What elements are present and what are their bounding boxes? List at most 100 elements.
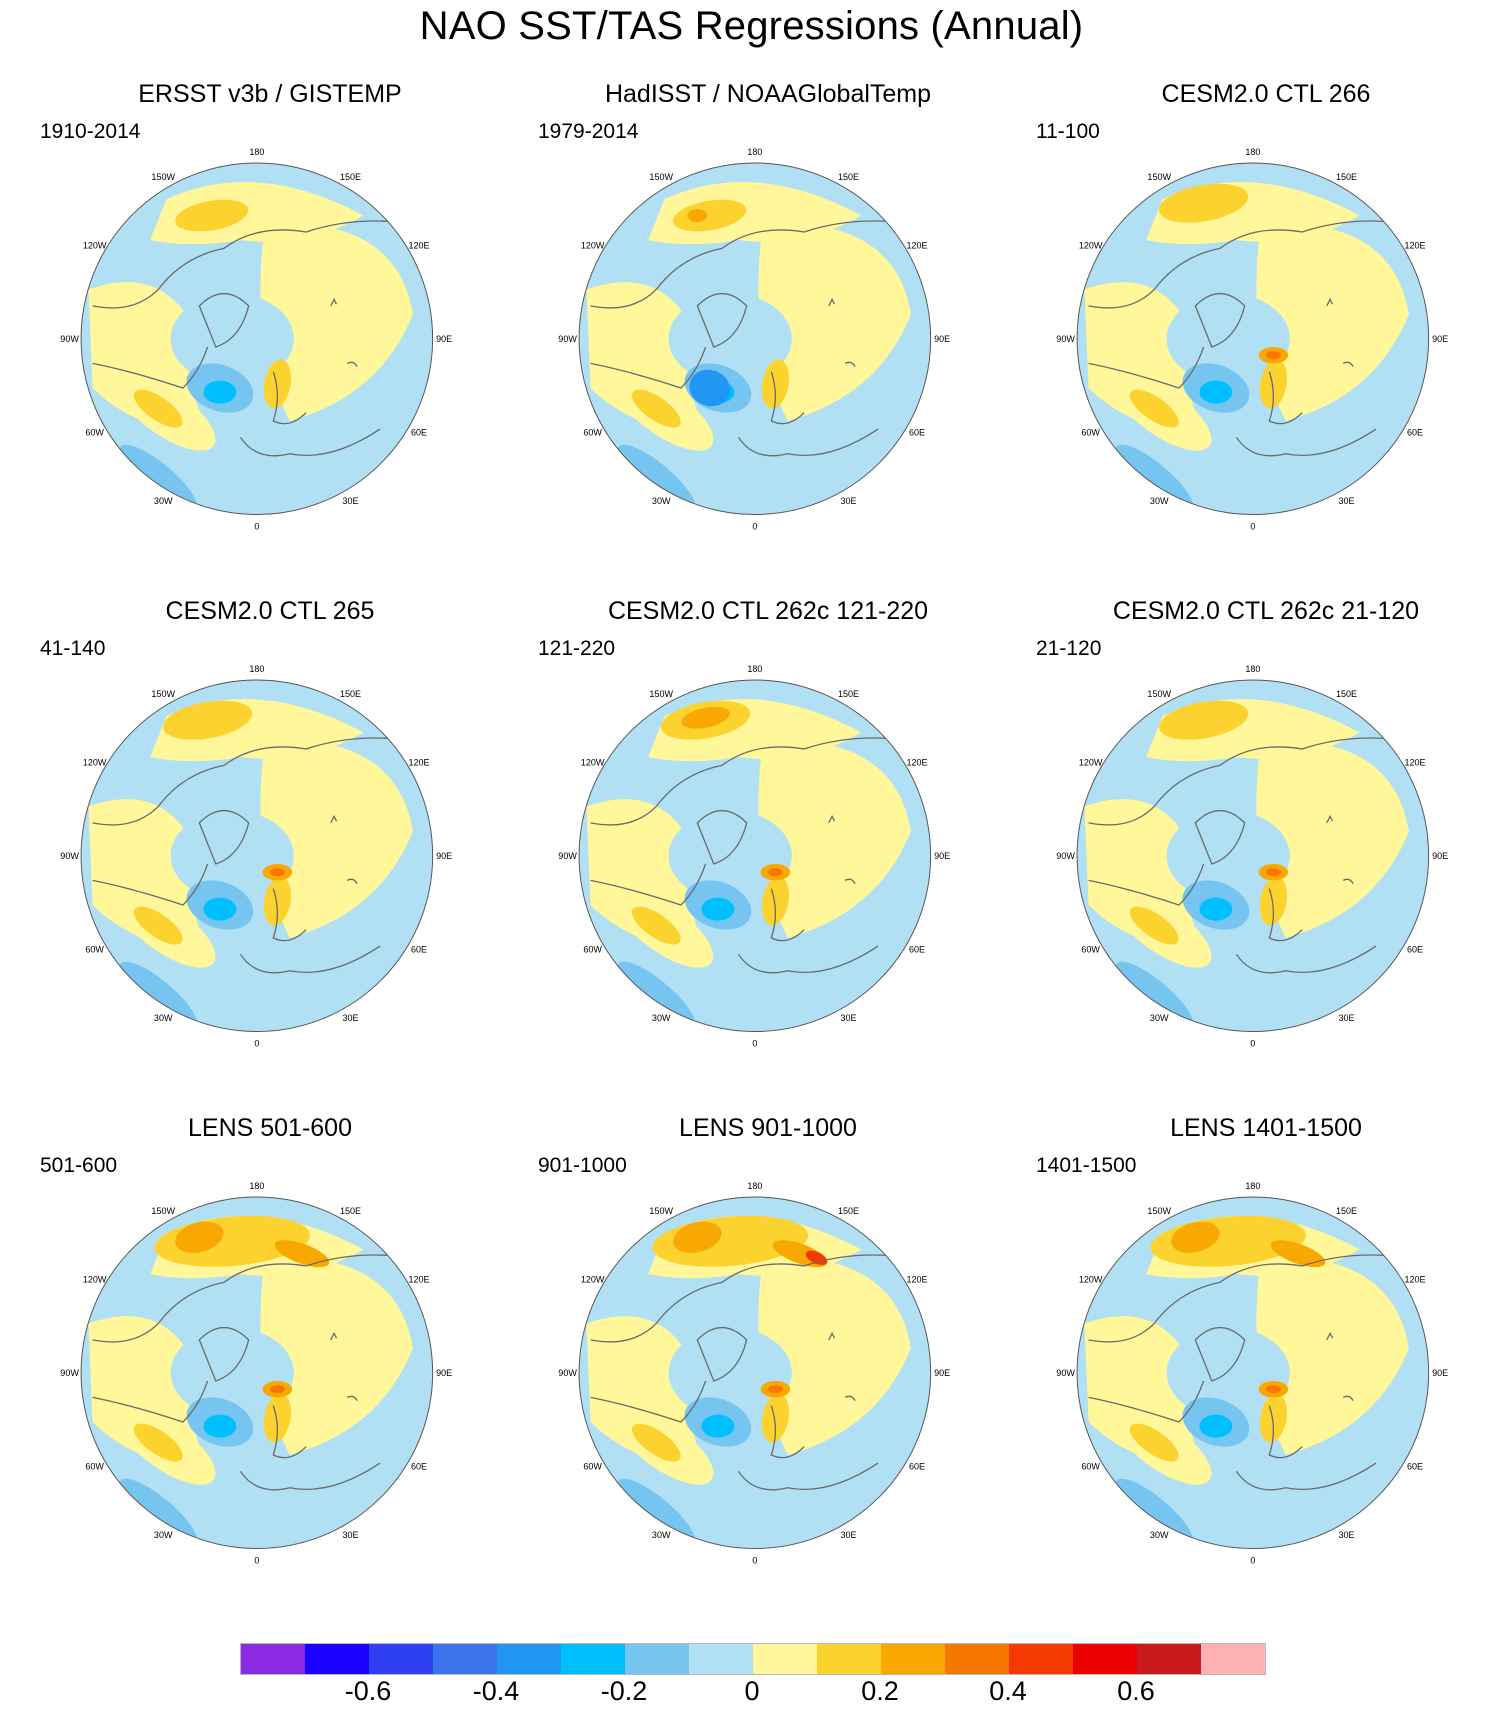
polar-map: 180 0 150W 150E 120W 120E 90W 90E 60W 60E 30W 30E	[558, 1181, 950, 1566]
longitude-label: 0	[752, 1555, 757, 1565]
longitude-label: 60W	[1081, 1462, 1100, 1472]
colorbar-swatch	[625, 1644, 689, 1674]
panel-title: LENS 501-600	[187, 1114, 352, 1142]
longitude-label: 120E	[907, 1274, 928, 1284]
temperature-regression-field	[1077, 679, 1429, 1032]
longitude-label: 90W	[1056, 851, 1075, 861]
panel-period: 11-100	[1036, 120, 1100, 143]
longitude-label: 30E	[840, 496, 856, 506]
longitude-label: 30W	[652, 496, 671, 506]
temperature-regression-field	[81, 679, 433, 1032]
panel-title: CESM2.0 CTL 266	[1161, 80, 1371, 108]
longitude-label: 150E	[1336, 172, 1357, 182]
longitude-label: 60W	[1081, 428, 1100, 438]
longitude-label: 30E	[342, 496, 358, 506]
longitude-label: 150E	[340, 1206, 361, 1216]
polar-map: 180 0 150W 150E 120W 120E 90W 90E 60W 60E 30W 30E	[1056, 147, 1448, 532]
longitude-label: 180	[747, 147, 762, 157]
longitude-label: 90E	[934, 334, 950, 344]
longitude-label: 30W	[652, 1530, 671, 1540]
panel-title: CESM2.0 CTL 265	[165, 597, 375, 625]
longitude-label: 150W	[151, 689, 175, 699]
longitude-label: 60W	[583, 945, 602, 955]
longitude-label: 30E	[840, 1013, 856, 1023]
longitude-label: 120W	[1079, 757, 1103, 767]
longitude-label: 60W	[583, 1462, 602, 1472]
map-panel: CESM2.0 CTL 262c 21-120 21-120 180 0 150W 150…	[1036, 597, 1496, 1057]
panel-title: CESM2.0 CTL 262c 121-220	[607, 597, 929, 625]
longitude-label: 30W	[154, 1013, 173, 1023]
longitude-label: 90E	[436, 851, 452, 861]
longitude-label: 30E	[1338, 1013, 1354, 1023]
longitude-label: 60W	[1081, 945, 1100, 955]
colorbar-tick-label: 0.6	[1117, 1676, 1155, 1706]
map-panel: HadISST / NOAAGlobalTemp 1979-2014 180 0 150…	[538, 80, 998, 540]
polar-map: 180 0 150W 150E 120W 120E 90W 90E 60W 60E 30W 30E	[1056, 664, 1448, 1049]
colorbar-swatch	[497, 1644, 561, 1674]
longitude-label: 60E	[411, 945, 427, 955]
longitude-label: 90E	[1432, 851, 1448, 861]
colorbar-swatch	[1137, 1644, 1201, 1674]
longitude-label: 120W	[83, 1274, 107, 1284]
panel-period: 1910-2014	[40, 120, 141, 143]
longitude-label: 90W	[558, 1368, 577, 1378]
longitude-label: 30E	[1338, 496, 1354, 506]
map-panel: LENS 901-1000 901-1000 180 0 150W 150E 120W 120…	[538, 1114, 998, 1574]
longitude-label: 120E	[907, 757, 928, 767]
longitude-label: 150W	[1147, 1206, 1171, 1216]
longitude-label: 60W	[85, 428, 104, 438]
polar-map: 180 0 150W 150E 120W 120E 90W 90E 60W 60E 30W 30E	[1056, 1181, 1448, 1566]
longitude-label: 90E	[1432, 1368, 1448, 1378]
longitude-label: 60E	[909, 1462, 925, 1472]
colorbar-swatch	[753, 1644, 817, 1674]
polar-map: 180 0 150W 150E 120W 120E 90W 90E 60W 60E 30W 30E	[60, 147, 452, 532]
longitude-label: 120E	[409, 757, 430, 767]
panel-title: LENS 1401-1500	[1170, 1114, 1362, 1142]
longitude-label: 120E	[409, 1274, 430, 1284]
temperature-regression-field	[81, 162, 433, 515]
map-panel: CESM2.0 CTL 265 41-140 180 0 150W 150E 120W 120…	[40, 597, 500, 1057]
colorbar	[240, 1643, 1266, 1675]
longitude-label: 90E	[1432, 334, 1448, 344]
map-panel: LENS 501-600 501-600 180 0 150W 150E 120W 120E 9…	[40, 1114, 500, 1574]
longitude-label: 60W	[85, 945, 104, 955]
longitude-label: 30W	[154, 496, 173, 506]
longitude-label: 30W	[1150, 496, 1169, 506]
longitude-label: 60E	[411, 1462, 427, 1472]
longitude-label: 60W	[85, 1462, 104, 1472]
longitude-label: 120E	[1405, 240, 1426, 250]
temperature-regression-field	[579, 1196, 931, 1549]
longitude-label: 180	[1245, 1181, 1260, 1191]
longitude-label: 180	[249, 1181, 264, 1191]
map-panel: CESM2.0 CTL 266 11-100 180 0 150W 150E 120W 120…	[1036, 80, 1496, 540]
longitude-label: 150E	[340, 172, 361, 182]
longitude-label: 180	[249, 147, 264, 157]
longitude-label: 0	[254, 521, 259, 531]
polar-map: 180 0 150W 150E 120W 120E 90W 90E 60W 60E 30W 30E	[558, 664, 950, 1049]
longitude-label: 30W	[154, 1530, 173, 1540]
longitude-label: 90W	[1056, 334, 1075, 344]
longitude-label: 120E	[907, 240, 928, 250]
longitude-label: 60W	[583, 428, 602, 438]
longitude-label: 90E	[436, 1368, 452, 1378]
colorbar-swatch	[881, 1644, 945, 1674]
longitude-label: 0	[752, 521, 757, 531]
polar-map: 180 0 150W 150E 120W 120E 90W 90E 60W 60E 30W 30E	[60, 664, 452, 1049]
colorbar-swatch	[1201, 1644, 1265, 1674]
longitude-label: 180	[747, 1181, 762, 1191]
longitude-label: 0	[1250, 521, 1255, 531]
temperature-regression-field	[1077, 162, 1429, 515]
colorbar-tick-label: -0.4	[472, 1676, 520, 1706]
longitude-label: 30E	[1338, 1530, 1354, 1540]
colorbar-swatch	[561, 1644, 625, 1674]
panel-period: 901-1000	[538, 1154, 627, 1177]
longitude-label: 120W	[581, 1274, 605, 1284]
colorbar-swatch	[817, 1644, 881, 1674]
colorbar-tick-label: 0.2	[861, 1676, 899, 1706]
longitude-label: 30E	[342, 1013, 358, 1023]
longitude-label: 90E	[934, 851, 950, 861]
longitude-label: 30E	[840, 1530, 856, 1540]
longitude-label: 150E	[838, 172, 859, 182]
longitude-label: 150W	[151, 172, 175, 182]
longitude-label: 150E	[838, 689, 859, 699]
